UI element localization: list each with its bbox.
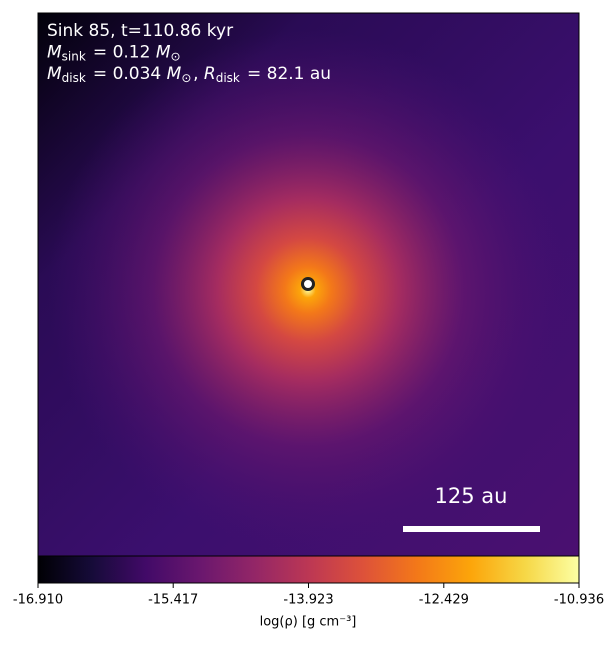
scale-bar xyxy=(403,526,540,532)
annotation-text: = 0.12 xyxy=(88,43,156,63)
colorbar-tick-label: -16.910 xyxy=(13,593,63,608)
annotation-text: Sink 85, t=110.86 kyr xyxy=(47,21,233,41)
annotation-subscript: disk xyxy=(62,71,86,85)
annotation-subscript: ⊙ xyxy=(181,71,191,85)
annotation-text: = 0.034 xyxy=(88,64,167,84)
annotation-subscript: disk xyxy=(216,71,240,85)
annotation-text: , xyxy=(193,64,204,84)
colorbar xyxy=(37,555,580,584)
colorbar-tick-label: -12.429 xyxy=(419,593,469,608)
annotation-subscript: ⊙ xyxy=(171,49,181,63)
annotation-subscript: sink xyxy=(62,49,86,63)
colorbar-tick-label: -15.417 xyxy=(148,593,198,608)
annotation-text: M xyxy=(47,64,62,84)
scale-bar-label: 125 au xyxy=(435,484,508,508)
annotation-text: M xyxy=(167,64,182,84)
colorbar-tick-label: -10.936 xyxy=(554,593,604,608)
spacer xyxy=(181,43,183,63)
annotation-text: = 82.1 au xyxy=(242,64,332,84)
annotation-text: R xyxy=(204,64,216,84)
annotation-text: M xyxy=(156,43,171,63)
annotation: Sink 85, t=110.86 kyr xyxy=(47,21,233,41)
annotation-text: M xyxy=(47,43,62,63)
annotation: Msink = 0.12 M⊙ xyxy=(47,43,182,64)
colorbar-tick-label: -13.923 xyxy=(283,593,333,608)
colorbar-label: log(ρ) [g cm⁻³] xyxy=(260,615,357,630)
annotation: Mdisk = 0.034 M⊙ , Rdisk = 82.1 au xyxy=(47,64,331,85)
sink-marker xyxy=(301,277,315,291)
